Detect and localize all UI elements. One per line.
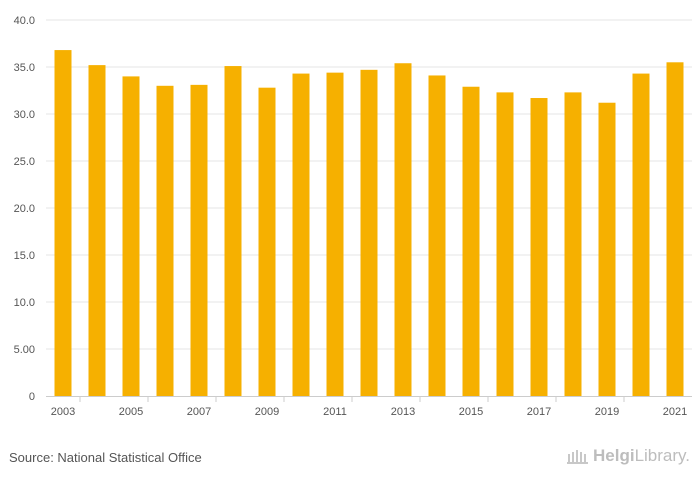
library-building-icon [567, 450, 588, 464]
bar [156, 85, 174, 397]
y-tick-label: 15.0 [14, 250, 35, 262]
y-tick-label: 20.0 [14, 203, 35, 215]
x-tick-label: 2017 [527, 406, 551, 418]
bar [326, 72, 344, 396]
y-tick-label: 25.0 [14, 156, 35, 168]
bar-chart: 0 5.00 10.0 15.0 20.0 25.0 30.0 35.0 40.0 2003 200… [14, 15, 692, 418]
y-tick-label: 5.00 [14, 344, 35, 356]
y-tick-label: 0 [29, 391, 35, 403]
brand-logo[interactable]: HelgiLibrary. [567, 446, 690, 466]
x-tick-label: 2013 [391, 406, 415, 418]
bar [598, 102, 616, 396]
bar [666, 62, 684, 397]
bar [632, 73, 650, 396]
source-note: Source: National Statistical Office [9, 450, 202, 465]
x-tick-label: 2007 [187, 406, 211, 418]
y-tick-label: 35.0 [14, 62, 35, 74]
brand-text: HelgiLibrary. [593, 446, 690, 466]
y-tick-label: 10.0 [14, 297, 35, 309]
bar [190, 84, 208, 397]
bar [88, 65, 106, 397]
y-tick-label: 30.0 [14, 109, 35, 121]
bar [54, 50, 72, 396]
x-tick-label: 2011 [323, 406, 347, 418]
bar [462, 86, 480, 397]
x-tick-label: 2003 [51, 406, 75, 418]
x-tick-label: 2005 [119, 406, 143, 418]
x-tick-label: 2015 [459, 406, 483, 418]
brand-strong: Helgi [593, 446, 635, 465]
bar [122, 76, 140, 397]
bar [258, 87, 276, 397]
bar [360, 69, 378, 396]
bar [496, 92, 514, 396]
brand-rest: Library. [634, 446, 690, 465]
bar [394, 63, 412, 397]
x-tick-label: 2019 [595, 406, 619, 418]
bar [224, 66, 242, 396]
bar [530, 98, 548, 397]
bar [428, 75, 446, 397]
x-tick-label: 2021 [663, 406, 687, 418]
bar [292, 73, 310, 396]
bar [564, 92, 582, 396]
y-tick-label: 40.0 [14, 15, 35, 27]
x-tick-label: 2009 [255, 406, 279, 418]
